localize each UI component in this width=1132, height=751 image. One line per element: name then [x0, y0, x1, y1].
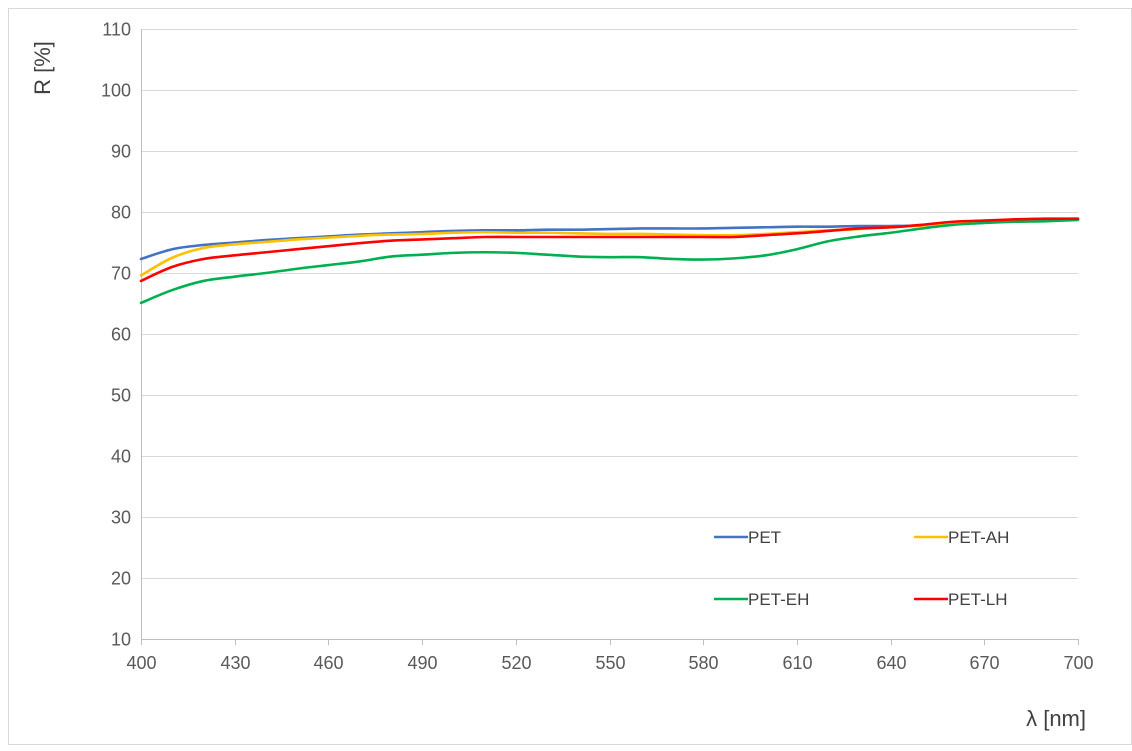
y-tick-label: 60	[111, 325, 131, 345]
x-tick-label: 460	[313, 653, 343, 673]
x-tick-label: 520	[501, 653, 531, 673]
y-axis-title: R [%]	[30, 41, 55, 95]
x-tick-label: 400	[126, 653, 156, 673]
y-tick-label: 70	[111, 264, 131, 284]
legend: PET PET-AH PET-EH PET-LH	[714, 528, 1009, 609]
series-line-pet-eh	[139, 218, 1080, 305]
x-tick-label: 610	[782, 653, 812, 673]
legend-label: PET-AH	[948, 528, 1009, 547]
y-tick-label: 20	[111, 569, 131, 589]
legend-label: PET	[748, 528, 781, 547]
y-tick-label: 110	[102, 20, 131, 40]
x-axis-title: λ [nm]	[1026, 706, 1086, 731]
y-tick-label: 30	[111, 508, 131, 528]
series-line-pet-lh	[139, 217, 1080, 283]
x-tick-label: 490	[407, 653, 437, 673]
legend-item-pet-ah: PET-AH	[914, 528, 1009, 547]
legend-label: PET-LH	[948, 590, 1008, 609]
chart-border	[8, 8, 1132, 745]
series-lines	[139, 217, 1080, 305]
y-tick-label: 40	[111, 447, 131, 467]
legend-item-pet-lh: PET-LH	[914, 590, 1008, 609]
y-tick-label: 50	[111, 386, 131, 406]
legend-label: PET-EH	[748, 590, 809, 609]
legend-item-pet: PET	[714, 528, 781, 547]
axes: 10 20 30 40 50 60 70 80 90 100 110 400 430 460 490 520 5…	[101, 20, 1094, 674]
legend-item-pet-eh: PET-EH	[714, 590, 809, 609]
gridlines	[141, 29, 1078, 579]
y-tick-label: 100	[101, 81, 131, 101]
x-tick-label: 430	[220, 653, 250, 673]
x-tick-label: 550	[595, 653, 625, 673]
y-tick-label: 90	[111, 142, 131, 162]
y-tick-label: 80	[111, 203, 131, 223]
x-tick-label: 670	[969, 653, 999, 673]
x-tick-label: 580	[688, 653, 718, 673]
x-tick-label: 640	[876, 653, 906, 673]
x-tick-label: 700	[1063, 653, 1093, 673]
y-tick-label: 10	[111, 630, 131, 650]
